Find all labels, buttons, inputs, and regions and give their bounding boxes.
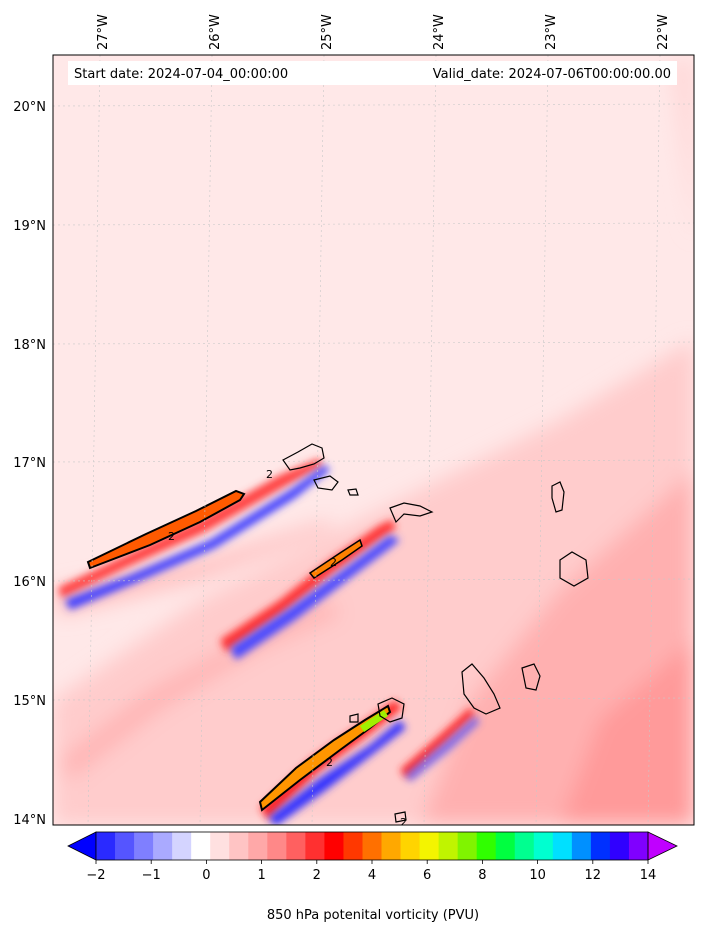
colorbar-swatch — [476, 832, 497, 860]
island-sao-nicolau — [389, 502, 434, 524]
valid-date-label: Valid_date: 2024-07-06T00:00:00.00 — [433, 67, 671, 82]
colorbar-swatch — [267, 832, 287, 860]
island-south-rock — [394, 811, 407, 823]
colorbar-tick-label: 14 — [640, 868, 657, 883]
lon-tick: 26°W — [208, 14, 223, 50]
colorbar-swatch — [400, 832, 420, 860]
contour-label: 2 — [400, 816, 407, 829]
pv-filament-middle — [220, 520, 400, 660]
colorbar-tick-label: 10 — [529, 868, 546, 883]
colorbar-tick-label: −2 — [86, 868, 105, 883]
colorbar-swatch — [286, 832, 306, 860]
lon-tick: 27°W — [96, 14, 111, 50]
island-santo-antao — [282, 443, 325, 471]
colorbar-tick-label: 6 — [423, 868, 431, 883]
colorbar: −2 −1 0 1 2 4 6 8 10 12 14 850 hPa potenital vorti… — [67, 831, 678, 923]
colorbar-swatch — [248, 832, 268, 860]
island-sao-vicente — [313, 475, 339, 491]
island-santa-luzia — [347, 488, 359, 496]
colorbar-swatch — [381, 832, 401, 860]
lat-tick: 19°N — [13, 219, 46, 234]
colorbar-swatch — [134, 832, 154, 860]
colorbar-tick-label: 8 — [478, 868, 486, 883]
colorbar-swatch — [305, 832, 325, 860]
lat-tick: 16°N — [13, 575, 46, 590]
lat-tick: 17°N — [13, 456, 46, 471]
lat-tick: 18°N — [13, 338, 46, 353]
colorbar-swatch — [533, 832, 554, 860]
colorbar-swatch — [324, 832, 344, 860]
colorbar-swatch — [191, 832, 211, 860]
colorbar-swatch — [210, 832, 230, 860]
lon-tick: 24°W — [432, 14, 447, 50]
colorbar-swatch — [343, 832, 363, 860]
contour-labels: 2 2 2 2 2 — [168, 468, 407, 829]
lat-tick: 15°N — [13, 694, 46, 709]
colorbar-swatch — [229, 832, 249, 860]
colorbar-swatch — [628, 832, 649, 860]
island-boa-vista — [559, 551, 589, 587]
lon-tick: 23°W — [544, 14, 559, 50]
colorbar-swatch — [438, 832, 459, 860]
lat-tick: 20°N — [13, 100, 46, 115]
island-maio — [521, 663, 541, 691]
pv-field: 2 2 2 2 2 — [53, 55, 694, 829]
lon-tick: 25°W — [320, 14, 335, 50]
gridlines — [53, 55, 694, 825]
colorbar-swatch — [419, 832, 440, 860]
colorbar-swatch — [571, 832, 592, 860]
start-date-label: Start date: 2024-07-04_00:00:00 — [74, 67, 288, 82]
island-sal — [551, 481, 565, 513]
island-santiago — [461, 663, 501, 715]
colorbar-tick-label: 12 — [585, 868, 602, 883]
contour-label: 2 — [330, 556, 337, 569]
island-fogo — [377, 697, 405, 723]
header-box — [68, 61, 677, 85]
contour-label: 2 — [326, 756, 333, 769]
colorbar-swatch — [457, 832, 478, 860]
contour-label: 2 — [266, 468, 273, 481]
colorbar-swatch — [609, 832, 630, 860]
colorbar-swatch — [495, 832, 516, 860]
colorbar-swatch — [96, 832, 116, 860]
colorbar-title: 850 hPa potenital vorticity (PVU) — [267, 908, 479, 923]
pv-filament-south — [258, 700, 480, 825]
contour-label: 2 — [168, 530, 175, 543]
colorbar-swatch — [552, 832, 573, 860]
map-panel: 2 2 2 2 2 Start date: 2024-07-04_00:00:0… — [13, 14, 695, 829]
lat-tick-labels: 20°N 19°N 18°N 17°N 16°N 15°N 14°N — [13, 100, 46, 828]
island-brava — [349, 713, 359, 723]
map-frame — [52, 54, 695, 826]
lon-tick-labels: 27°W 26°W 25°W 24°W 23°W 22°W — [96, 14, 671, 50]
colorbar-tick-label: 2 — [313, 868, 321, 883]
colorbar-swatch — [115, 832, 135, 860]
colorbar-swatch — [153, 832, 173, 860]
lat-tick: 14°N — [13, 813, 46, 828]
colorbar-extend-high — [647, 831, 678, 861]
coastlines — [282, 443, 589, 823]
colorbar-swatch — [172, 832, 192, 860]
colorbar-tick-label: 1 — [257, 868, 265, 883]
colorbar-tick-label: 0 — [202, 868, 210, 883]
colorbar-swatch — [590, 832, 611, 860]
colorbar-swatch — [362, 832, 382, 860]
colorbar-extend-low — [67, 831, 97, 861]
colorbar-tick-label: 4 — [368, 868, 376, 883]
pv-broad-bands — [53, 60, 694, 825]
colorbar-tick-label: −1 — [142, 868, 161, 883]
lon-tick: 22°W — [656, 14, 671, 50]
colorbar-swatch — [514, 832, 535, 860]
